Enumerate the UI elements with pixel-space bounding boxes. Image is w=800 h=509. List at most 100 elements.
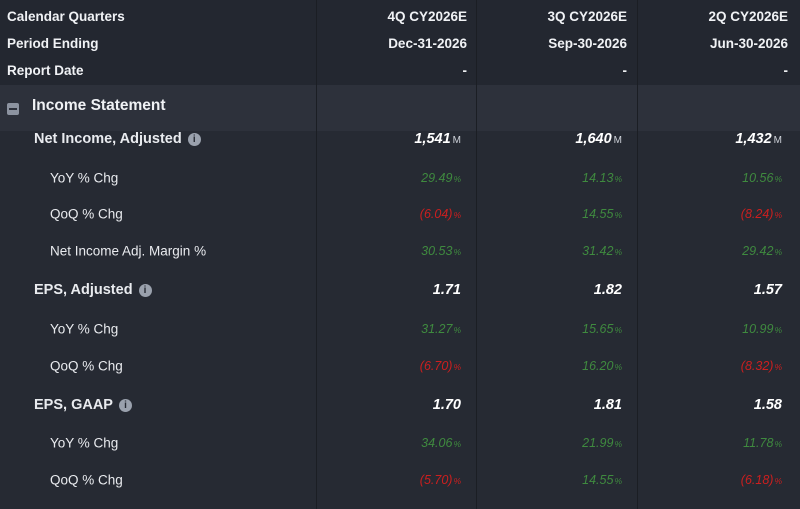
info-icon[interactable]: i xyxy=(187,133,201,146)
value-number: 29.42 xyxy=(742,244,774,258)
value-cell[interactable]: 31.42% xyxy=(582,244,622,258)
table-row[interactable]: YoY % Chg 34.06% 21.99% 11.78% xyxy=(0,425,800,461)
value-cell[interactable]: 29.49% xyxy=(421,171,461,185)
value-number: 15.65 xyxy=(582,322,614,336)
value-cell[interactable]: (5.70)% xyxy=(420,473,461,487)
row-label-text: QoQ % Chg xyxy=(50,206,123,222)
value-cell[interactable]: 1.82 xyxy=(594,282,622,298)
header-label: Calendar Quarters xyxy=(7,9,125,24)
header-cell: - xyxy=(783,63,789,78)
row-label: QoQ % Chg xyxy=(50,473,123,488)
value-unit: % xyxy=(614,325,622,335)
value-number: 31.42 xyxy=(582,244,614,258)
value-cell[interactable]: (8.24)% xyxy=(741,207,782,221)
value-number: 11.78 xyxy=(743,436,774,450)
value-unit: % xyxy=(774,247,782,257)
value-cell[interactable]: 16.20% xyxy=(582,359,622,373)
table-row[interactable]: Net Income, Adjusted i 1,541 M 1,640 M 1,432 M xyxy=(0,121,800,157)
value-number: (6.18) xyxy=(740,473,774,487)
header-cell[interactable]: 2Q CY2026E xyxy=(708,9,788,24)
value-cell[interactable]: 10.56% xyxy=(742,171,782,185)
table-header: Calendar Quarters 4Q CY2026E 3Q CY2026E … xyxy=(0,0,800,85)
minus-square-icon[interactable] xyxy=(7,103,19,115)
row-label: Net Income Adj. Margin % xyxy=(50,244,206,259)
section-header[interactable] xyxy=(0,85,800,131)
value-unit: % xyxy=(614,247,622,257)
value-number: 1.70 xyxy=(432,397,461,413)
value-number: 1.57 xyxy=(753,282,782,298)
value-number: 31.27 xyxy=(421,322,453,336)
value-cell[interactable]: 11.78% xyxy=(743,436,782,450)
value-cell[interactable]: 1.58 xyxy=(754,397,782,413)
value-cell[interactable]: 1,432 M xyxy=(735,131,782,147)
value-cell[interactable]: 1.70 xyxy=(433,397,461,413)
header-row-report-date: Report Date - - - xyxy=(0,57,800,84)
value-number: 34.06 xyxy=(421,436,453,450)
table-row[interactable]: YoY % Chg 31.27% 15.65% 10.99% xyxy=(0,311,800,347)
value-cell[interactable]: 21.99% xyxy=(582,436,622,450)
header-cell: Sep-30-2026 xyxy=(548,36,627,51)
row-label: QoQ % Chg xyxy=(50,207,123,222)
value-unit: % xyxy=(614,439,622,449)
header-cell[interactable]: 4Q CY2026E xyxy=(387,9,467,24)
value-unit: % xyxy=(614,210,622,220)
row-label-text: QoQ % Chg xyxy=(50,358,123,374)
value-cell[interactable]: 1.81 xyxy=(594,397,622,413)
value-unit: % xyxy=(774,362,782,372)
section-title: Income Statement xyxy=(32,97,166,114)
value-cell[interactable]: 1,541 M xyxy=(414,131,461,147)
header-cell[interactable]: 3Q CY2026E xyxy=(547,9,627,24)
value-unit: % xyxy=(453,439,461,449)
value-cell[interactable]: 31.27% xyxy=(421,322,461,336)
row-label: YoY % Chg xyxy=(50,436,118,451)
value-cell[interactable]: (6.70)% xyxy=(420,359,461,373)
value-cell[interactable]: 15.65% xyxy=(582,322,622,336)
table-row[interactable]: Net Income Adj. Margin % 30.53% 31.42% 29.4… xyxy=(0,233,800,269)
table-row[interactable]: YoY % Chg 29.49% 14.13% 10.56% xyxy=(0,160,800,196)
value-cell[interactable]: 1.57 xyxy=(754,282,782,298)
row-label-text: YoY % Chg xyxy=(50,435,119,451)
column-divider xyxy=(476,0,477,509)
value-cell[interactable]: (6.18)% xyxy=(741,473,782,487)
value-unit: M xyxy=(773,135,782,146)
value-number: 14.55 xyxy=(582,207,614,221)
value-unit: % xyxy=(614,362,622,372)
table-row[interactable]: QoQ % Chg (5.70)% 14.55% (6.18)% xyxy=(0,462,800,498)
row-label: YoY % Chg xyxy=(50,322,118,337)
column-divider xyxy=(637,0,638,509)
value-number: (8.32) xyxy=(740,359,774,373)
row-label: EPS, GAAP i xyxy=(34,397,132,413)
value-unit: % xyxy=(453,174,461,184)
table-row[interactable]: EPS, Adjusted i 1.71 1.82 1.57 xyxy=(0,272,800,308)
value-cell[interactable]: 14.13% xyxy=(582,171,622,185)
value-cell[interactable]: (8.32)% xyxy=(741,359,782,373)
value-number: 10.56 xyxy=(742,171,774,185)
table-row[interactable]: EPS, GAAP i 1.70 1.81 1.58 xyxy=(0,387,800,423)
value-number: (6.70) xyxy=(419,359,453,373)
value-cell[interactable]: 14.55% xyxy=(582,207,622,221)
info-icon[interactable]: i xyxy=(118,399,132,412)
value-cell[interactable]: 29.42% xyxy=(742,244,782,258)
value-cell[interactable]: 30.53% xyxy=(421,244,461,258)
value-unit: % xyxy=(453,325,461,335)
value-number: (5.70) xyxy=(419,473,453,487)
table-row[interactable]: QoQ % Chg (6.04)% 14.55% (8.24)% xyxy=(0,196,800,232)
value-cell[interactable]: 1.71 xyxy=(433,282,461,298)
value-number: (6.04) xyxy=(419,207,453,221)
table-row[interactable]: QoQ % Chg (6.70)% 16.20% (8.32)% xyxy=(0,348,800,384)
value-cell[interactable]: (6.04)% xyxy=(420,207,461,221)
value-unit: % xyxy=(774,210,782,220)
value-cell[interactable]: 10.99% xyxy=(742,322,782,336)
value-unit: % xyxy=(614,476,622,486)
header-row-period-ending: Period Ending Dec-31-2026 Sep-30-2026 Ju… xyxy=(0,30,800,57)
info-icon[interactable]: i xyxy=(138,284,152,297)
value-cell[interactable]: 14.55% xyxy=(582,473,622,487)
row-label-text: Net Income Adj. Margin % xyxy=(50,243,207,259)
value-cell[interactable]: 34.06% xyxy=(421,436,461,450)
value-cell[interactable]: 1,640 M xyxy=(575,131,622,147)
header-cell: - xyxy=(462,63,468,78)
value-number: 21.99 xyxy=(582,436,614,450)
value-unit: % xyxy=(774,476,782,486)
row-label-text: EPS, Adjusted xyxy=(34,282,133,298)
